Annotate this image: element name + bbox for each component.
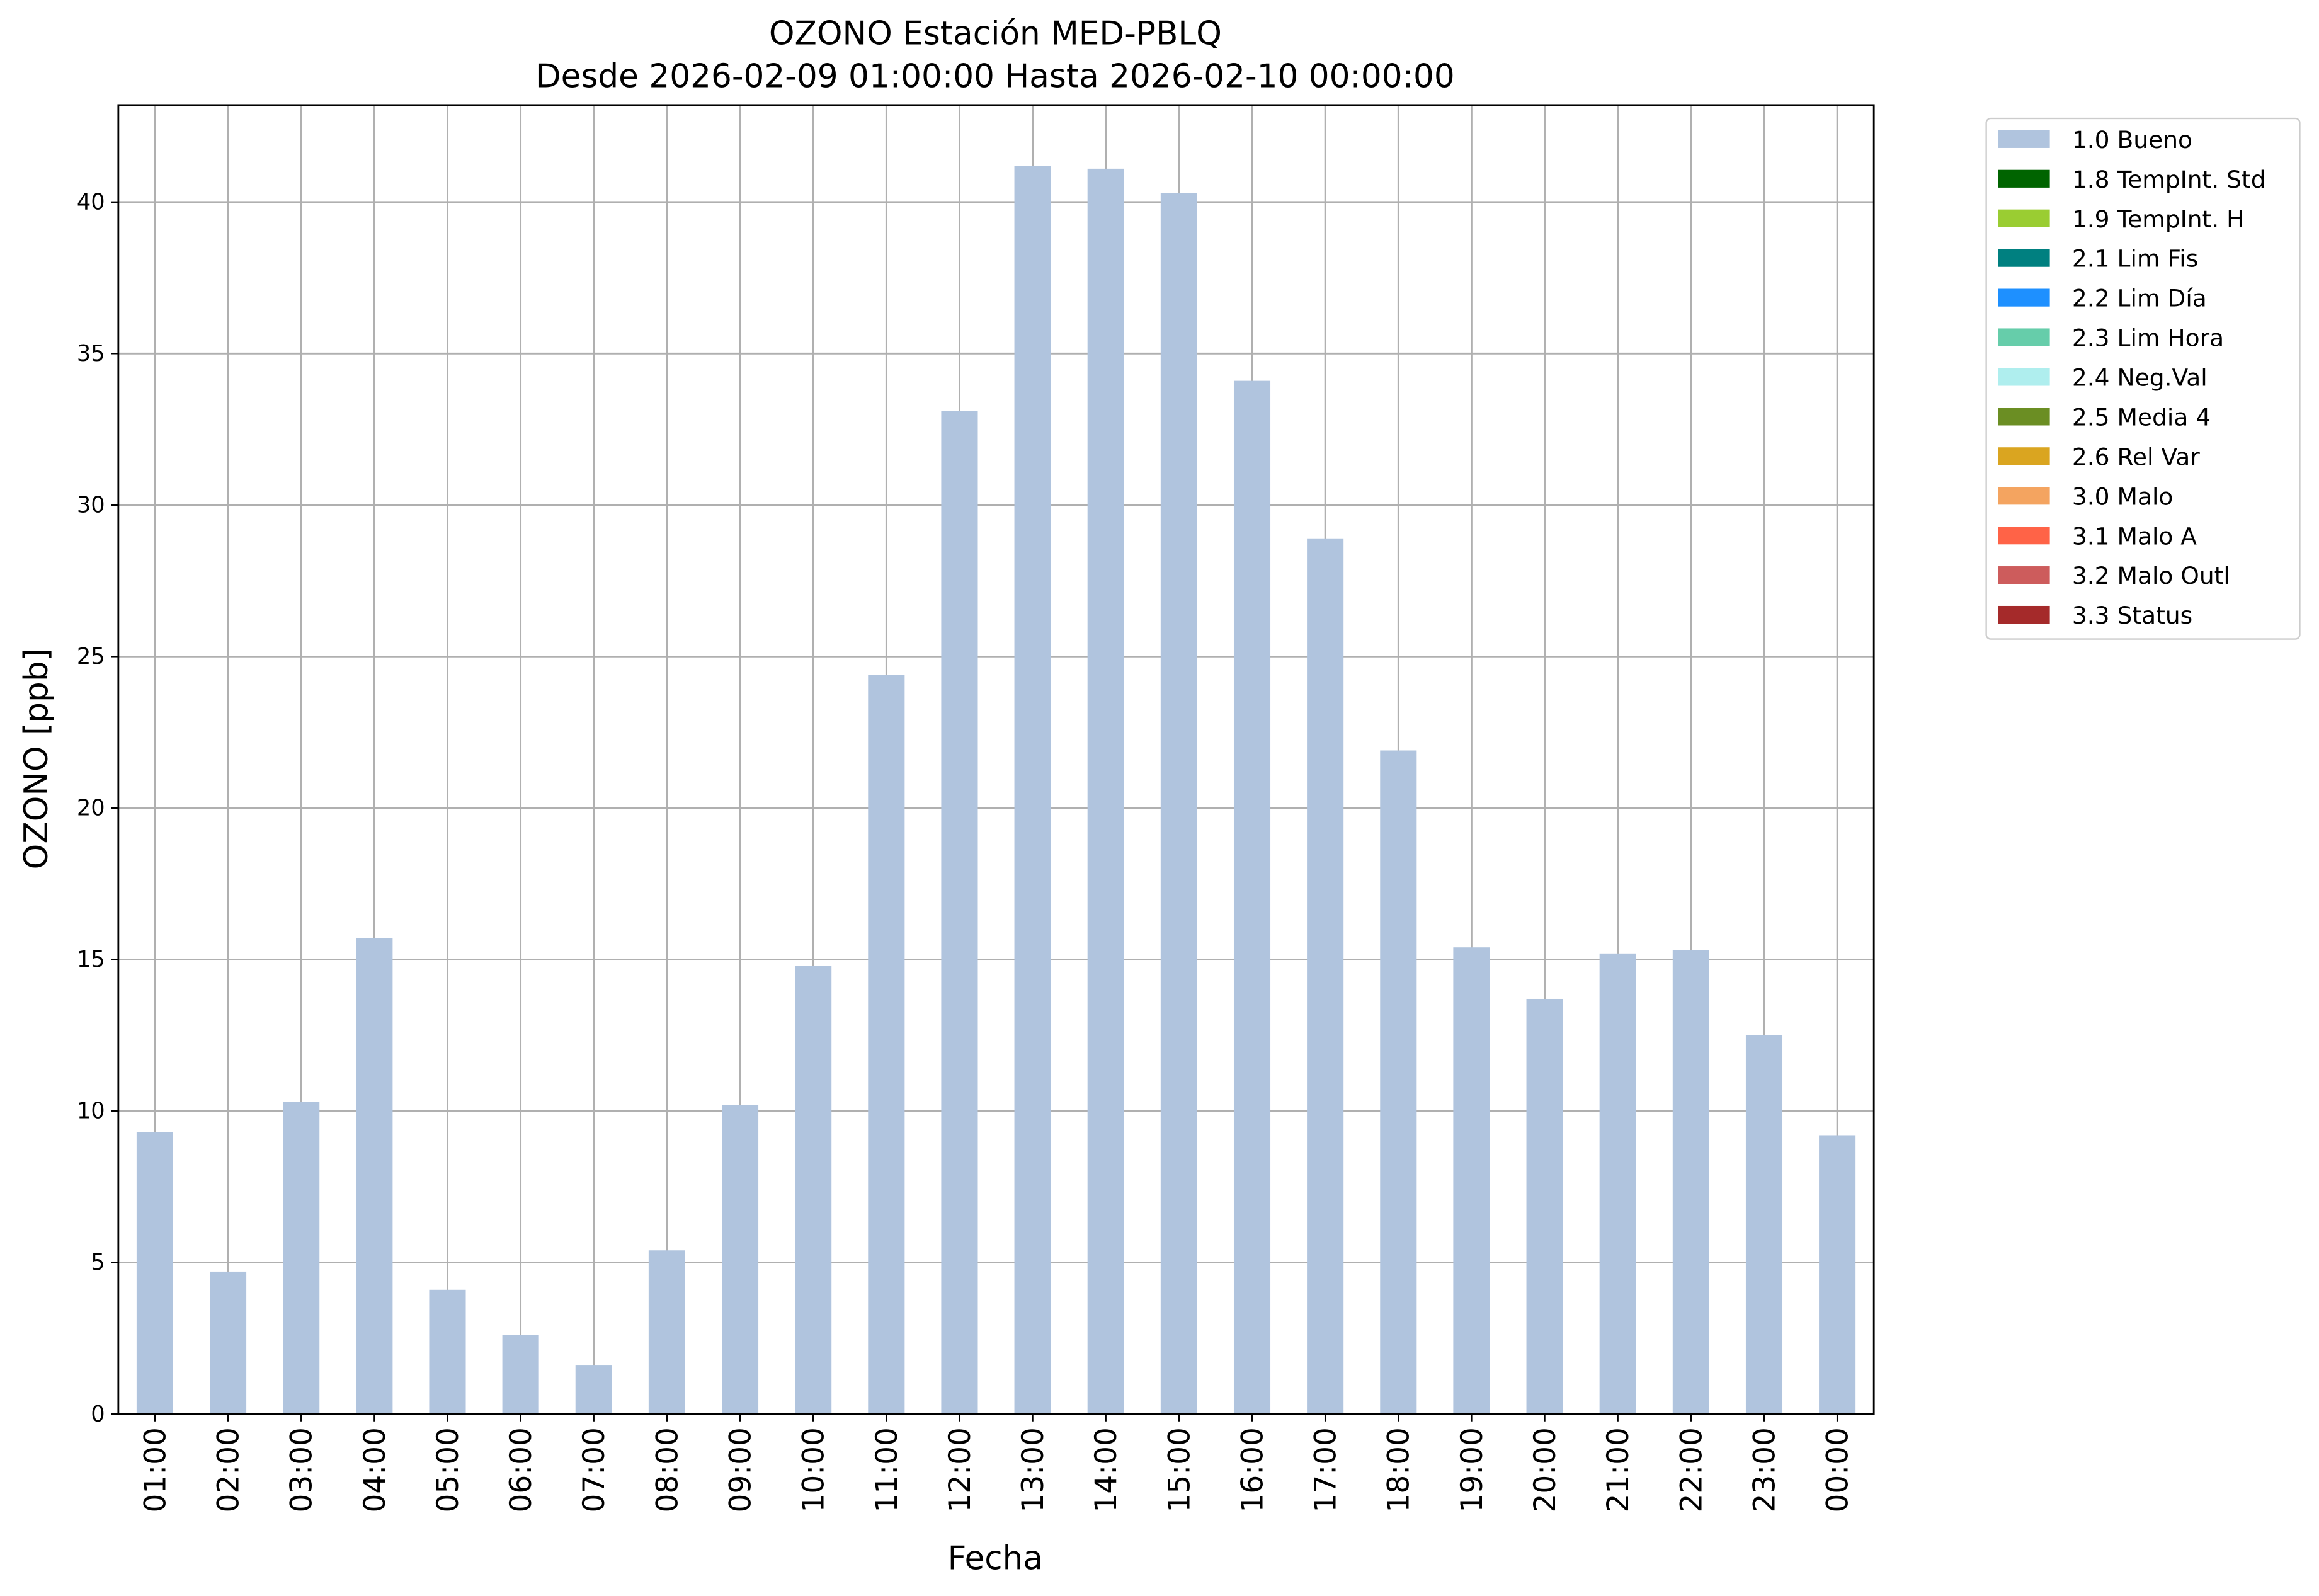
legend-label: 3.0 Malo: [2072, 482, 2174, 510]
legend-swatch: [1998, 209, 2050, 227]
bar: [1526, 998, 1563, 1415]
legend-label: 2.6 Rel Var: [2072, 443, 2200, 470]
bar: [356, 938, 393, 1415]
y-tick-label: 0: [91, 1401, 105, 1427]
bar: [1380, 750, 1417, 1415]
legend-label: 2.4 Neg.Val: [2072, 364, 2208, 392]
x-tick-label: 00:00: [1821, 1427, 1855, 1512]
bar: [502, 1335, 539, 1415]
bar: [648, 1250, 685, 1415]
y-tick-label: 25: [77, 644, 105, 670]
bar: [1745, 1035, 1783, 1415]
x-tick-label: 17:00: [1309, 1427, 1343, 1512]
bar: [1453, 947, 1490, 1415]
legend-label: 1.8 TempInt. Std: [2072, 166, 2266, 193]
bar: [1087, 168, 1124, 1415]
x-tick-label: 08:00: [650, 1427, 685, 1512]
y-tick-label: 20: [77, 795, 105, 821]
bar: [1233, 380, 1271, 1415]
x-tick-label: 03:00: [285, 1427, 319, 1512]
legend-swatch: [1998, 249, 2050, 267]
y-tick-label: 10: [77, 1098, 105, 1124]
y-tick-label: 15: [77, 947, 105, 972]
bar: [1160, 193, 1197, 1415]
bar: [722, 1105, 759, 1415]
x-tick-label: 10:00: [797, 1427, 831, 1512]
bar: [429, 1289, 466, 1415]
x-tick-label: 21:00: [1601, 1427, 1636, 1512]
legend-label: 1.0 Bueno: [2072, 126, 2192, 154]
bar: [283, 1102, 320, 1415]
legend-label: 2.5 Media 4: [2072, 403, 2211, 431]
bar: [1307, 538, 1344, 1415]
legend-label: 2.2 Lim Día: [2072, 285, 2207, 312]
legend-swatch: [1998, 566, 2050, 584]
y-axis-label: OZONO [ppb]: [18, 648, 55, 869]
x-tick-label: 01:00: [138, 1427, 173, 1512]
x-tick-label: 07:00: [577, 1427, 612, 1512]
bar: [1819, 1135, 1856, 1415]
x-tick-label: 11:00: [870, 1427, 904, 1512]
y-tick-label: 5: [91, 1250, 105, 1275]
legend-swatch: [1998, 328, 2050, 346]
y-tick-label: 30: [77, 493, 105, 518]
legend-swatch: [1998, 447, 2050, 465]
x-tick-label: 13:00: [1016, 1427, 1051, 1512]
x-tick-label: 15:00: [1162, 1427, 1197, 1512]
legend-swatch: [1998, 288, 2050, 307]
x-tick-label: 05:00: [431, 1427, 465, 1512]
bar: [795, 966, 832, 1415]
legend-box: [1985, 117, 2301, 640]
x-tick-label: 02:00: [212, 1427, 246, 1512]
bar: [1599, 953, 1636, 1415]
legend-swatch: [1998, 130, 2050, 148]
bar: [136, 1132, 173, 1415]
legend-label: 3.2 Malo Outl: [2072, 562, 2230, 590]
chart-title: OZONO Estación MED-PBLQ: [769, 15, 1222, 53]
bars: [136, 166, 1856, 1415]
legend-swatch: [1998, 527, 2050, 545]
x-tick-label: 09:00: [723, 1427, 758, 1512]
x-tick-label: 18:00: [1382, 1427, 1416, 1512]
bar: [1014, 166, 1051, 1415]
y-tick-label: 35: [77, 341, 105, 367]
x-tick-label: 22:00: [1674, 1427, 1709, 1512]
bar: [868, 675, 905, 1415]
chart-subtitle: Desde 2026-02-09 01:00:00 Hasta 2026-02-…: [536, 58, 1455, 96]
legend-swatch: [1998, 368, 2050, 386]
x-axis-label: Fecha: [948, 1540, 1043, 1578]
bar: [575, 1365, 612, 1415]
y-tick-label: 40: [77, 190, 105, 215]
plot-frame: [117, 104, 1875, 1415]
legend-label: 3.1 Malo A: [2072, 522, 2197, 550]
legend-label: 3.3 Status: [2072, 601, 2192, 629]
bar: [941, 411, 978, 1415]
x-tick-label: 12:00: [943, 1427, 977, 1512]
x-tick-label: 19:00: [1455, 1427, 1490, 1512]
legend-label: 2.3 Lim Hora: [2072, 324, 2224, 352]
legend-label: 1.9 TempInt. H: [2072, 205, 2245, 233]
legend-swatch: [1998, 169, 2050, 188]
x-tick-label: 20:00: [1528, 1427, 1563, 1512]
bar: [1672, 950, 1709, 1415]
x-tick-label: 04:00: [358, 1427, 392, 1512]
x-tick-label: 06:00: [504, 1427, 538, 1512]
legend-label: 2.1 Lim Fis: [2072, 245, 2198, 273]
legend-swatch: [1998, 605, 2050, 624]
x-tick-label: 23:00: [1747, 1427, 1782, 1512]
legend-swatch: [1998, 408, 2050, 426]
bar: [210, 1271, 247, 1415]
legend-swatch: [1998, 487, 2050, 505]
x-tick-label: 14:00: [1089, 1427, 1124, 1512]
x-tick-label: 16:00: [1235, 1427, 1270, 1512]
